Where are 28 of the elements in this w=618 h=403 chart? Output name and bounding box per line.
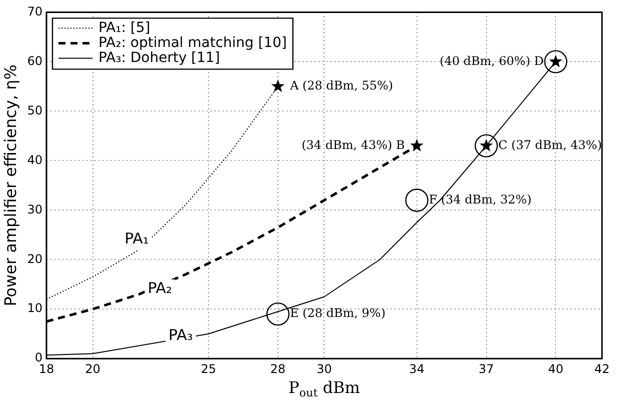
annotation: F (34 dBm, 32%) [428, 192, 532, 206]
y-tick-label: 60 [27, 54, 42, 68]
annotation: PA₂ [148, 279, 172, 298]
legend-label: PA₃: Doherty [11] [98, 50, 220, 66]
legend-label: PA₂: optimal matching [10] [98, 34, 287, 51]
y-tick-label: 30 [27, 202, 42, 216]
y-tick-label: 20 [27, 252, 42, 266]
y-tick-label: 50 [27, 103, 42, 118]
legend-label: PA₁: [5] [98, 20, 150, 36]
annotation: PA₃ [168, 326, 193, 344]
annotation: (34 dBm, 43%) B [302, 138, 406, 152]
x-tick-label: 40 [548, 362, 564, 376]
y-tick-label: 40 [27, 152, 42, 167]
y-tick-label: 70 [27, 4, 42, 18]
x-tick-label: 34 [409, 362, 424, 376]
annotation: (40 dBm, 60%) D [440, 54, 544, 68]
x-tick-label: 20 [85, 362, 100, 376]
x-tick-label: 37 [478, 362, 494, 376]
x-tick-label: 42 [594, 362, 610, 376]
annotation: A (28 dBm, 55%) [288, 78, 394, 93]
x-tick-label: 28 [270, 362, 286, 376]
x-tick-label: 30 [316, 362, 332, 376]
annotation: PA₁ [124, 230, 149, 248]
y-axis-title: Power amplifier efficiency, η% [0, 64, 20, 306]
annotation: E (28 dBm, 9%) [290, 306, 386, 320]
y-tick-label: 10 [27, 301, 42, 316]
annotation: C (37 dBm, 43%) [498, 138, 602, 152]
x-tick-label: 25 [200, 362, 216, 376]
